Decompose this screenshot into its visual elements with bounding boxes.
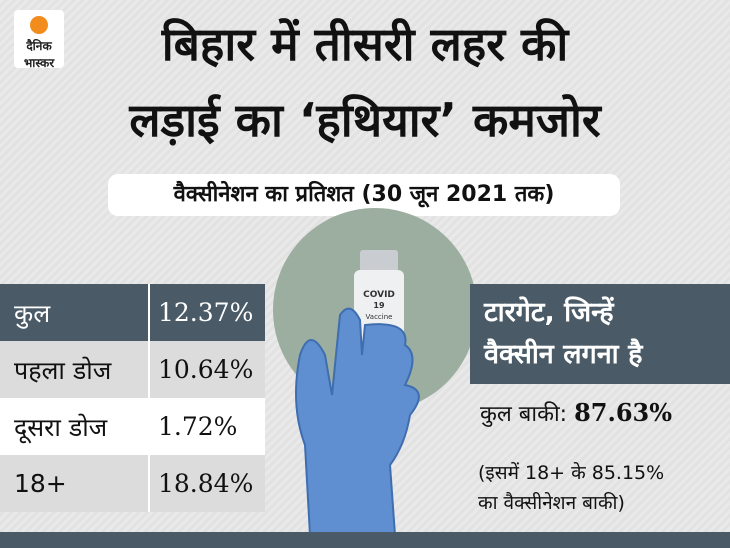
vial-text: COVID [363, 290, 395, 300]
target-panel: टारगेट, जिन्हें वैक्सीन लगना है [470, 284, 730, 384]
footer-band [0, 532, 730, 548]
note-line: का वैक्सीनेशन बाकी) [478, 492, 625, 514]
table-label: 18+ [0, 455, 150, 512]
vial-text: 19 [373, 301, 385, 310]
target-heading: वैक्सीन लगना है [484, 339, 643, 370]
vial-text: Vaccine [366, 313, 393, 321]
vial-cap [360, 250, 398, 272]
table-row: 18+ 18.84% [0, 455, 265, 512]
logo: दैनिक भास्कर [14, 10, 64, 70]
remaining: कुल बाकी: 87.63% [480, 398, 672, 428]
remaining-label: कुल बाकी: [480, 402, 568, 427]
logo-sun [30, 16, 48, 34]
table-value: 1.72% [158, 412, 238, 441]
table-value: 10.64% [158, 355, 254, 384]
table-label: कुल [0, 284, 150, 341]
table-row: कुल 12.37% [0, 284, 265, 341]
title: लड़ाई का ‘हथियार’ कमजोर [129, 93, 601, 147]
table-label: दूसरा डोज [0, 398, 150, 455]
logo-text: दैनिक [26, 39, 52, 53]
logo-text: भास्कर [23, 56, 55, 70]
table-row: पहला डोज 10.64% [0, 341, 265, 398]
table-value: 18.84% [158, 469, 254, 498]
note-line: (इसमें 18+ के 85.15% [478, 462, 665, 484]
title: बिहार में तीसरी लहर की [161, 17, 569, 71]
remaining-value: 87.63% [574, 398, 673, 427]
table-value: 12.37% [158, 298, 254, 327]
glove [295, 307, 420, 535]
target-heading: टारगेट, जिन्हें [484, 297, 614, 328]
vaccine-illustration: COVID 19 Vaccine [273, 208, 477, 535]
table-row: दूसरा डोज 1.72% [0, 398, 265, 455]
table-label: पहला डोज [0, 341, 150, 398]
note: (इसमें 18+ के 85.15% का वैक्सीनेशन बाकी) [478, 458, 664, 518]
